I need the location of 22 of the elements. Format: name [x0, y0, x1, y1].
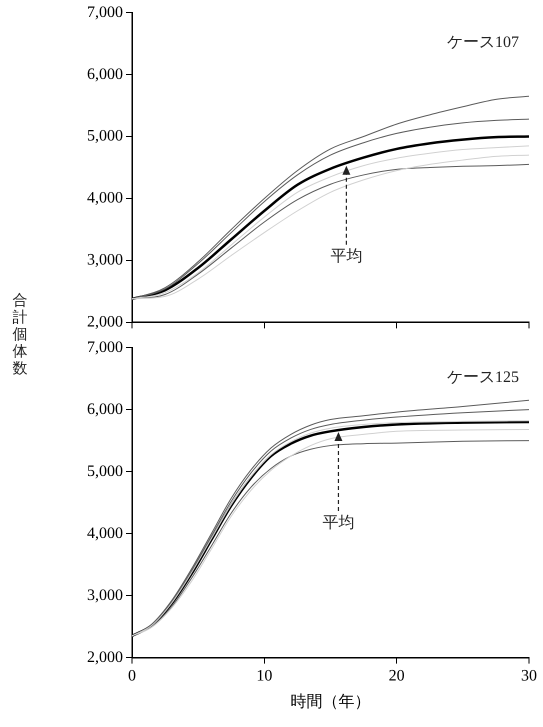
annotation: ケース125	[447, 368, 519, 386]
y-tick-label: 4,000	[87, 524, 123, 542]
y-tick-label: 3,000	[87, 586, 123, 604]
y-tick-label: 5,000	[87, 462, 123, 480]
y-tick-label: 6,000	[87, 66, 123, 83]
y-tick-label: 2,000	[87, 314, 123, 331]
x-tick-label: 20	[388, 667, 405, 684]
y-tick-label: 5,000	[87, 128, 123, 145]
x-axis-title: 時間（年）	[290, 692, 370, 711]
y-tick-label: 3,000	[87, 252, 123, 269]
y-tick-label: 7,000	[87, 4, 123, 21]
y-axis-title: 合計個体数	[12, 292, 28, 378]
x-tick-label: 30	[521, 667, 537, 684]
x-tick-label: 0	[128, 667, 136, 684]
y-tick-label: 4,000	[87, 190, 123, 207]
y-tick-label: 7,000	[87, 338, 123, 356]
annotation: 平均	[330, 248, 362, 265]
y-tick-label: 2,000	[87, 648, 123, 666]
x-tick-label: 10	[256, 667, 272, 684]
annotation: ケース107	[447, 34, 519, 51]
y-tick-label: 6,000	[87, 400, 123, 418]
annotation: 平均	[322, 514, 354, 532]
